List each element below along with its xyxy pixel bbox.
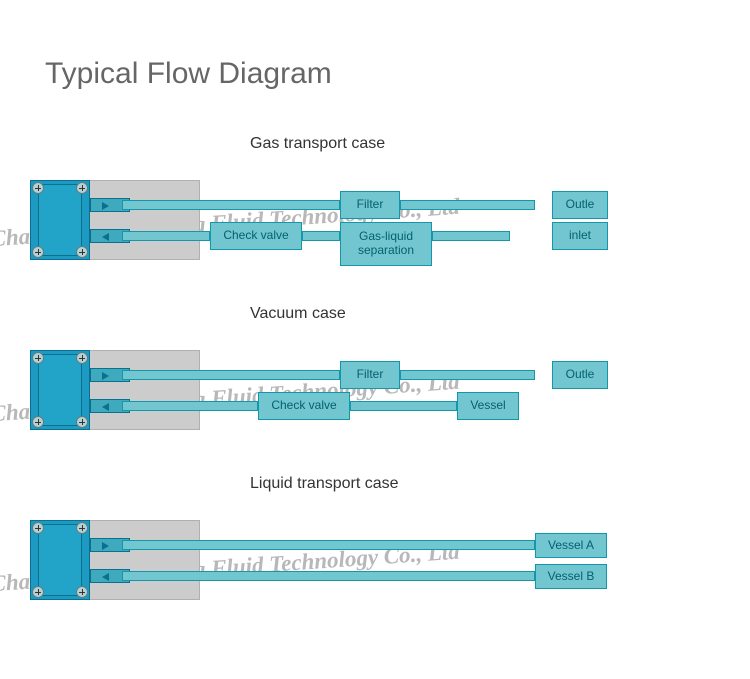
flow-arrow-icon bbox=[102, 542, 109, 550]
flow-box: Outle bbox=[552, 361, 608, 389]
pipe bbox=[122, 231, 210, 241]
screw-icon bbox=[76, 522, 88, 534]
screw-icon bbox=[32, 522, 44, 534]
pump-head-inner bbox=[38, 524, 82, 596]
case-subtitle: Gas transport case bbox=[250, 135, 385, 153]
screw-icon bbox=[76, 246, 88, 258]
screw-icon bbox=[32, 246, 44, 258]
pump-head-inner bbox=[38, 184, 82, 256]
pipe bbox=[122, 401, 258, 411]
flow-box: Check valve bbox=[210, 222, 302, 250]
flow-box: Check valve bbox=[258, 392, 350, 420]
flow-box: Vessel bbox=[457, 392, 519, 420]
flow-arrow-icon bbox=[102, 233, 109, 241]
pipe bbox=[302, 231, 340, 241]
flow-arrow-icon bbox=[102, 202, 109, 210]
pipe bbox=[400, 370, 535, 380]
flow-arrow-icon bbox=[102, 403, 109, 411]
flow-box-label: Outle bbox=[566, 198, 595, 212]
screw-icon bbox=[76, 416, 88, 428]
pump-head-inner bbox=[38, 354, 82, 426]
flow-box-label: Check valve bbox=[271, 399, 336, 413]
pump-body bbox=[80, 520, 200, 600]
flow-box: Filter bbox=[340, 361, 400, 389]
pump-body bbox=[80, 180, 200, 260]
flow-box: Outle bbox=[552, 191, 608, 219]
subtitle-text: Liquid transport case bbox=[250, 475, 399, 492]
subtitle-text: Vacuum case bbox=[250, 305, 346, 322]
title-text: Typical Flow Diagram bbox=[45, 57, 332, 90]
screw-icon bbox=[32, 182, 44, 194]
case-subtitle: Vacuum case bbox=[250, 305, 346, 323]
page-title: Typical Flow Diagram bbox=[45, 57, 332, 91]
flow-arrow-icon bbox=[102, 372, 109, 380]
screw-icon bbox=[32, 352, 44, 364]
pipe bbox=[122, 370, 340, 380]
flow-box-label: Check valve bbox=[223, 229, 288, 243]
flow-box-label: Outle bbox=[566, 368, 595, 382]
flow-box: Vessel A bbox=[535, 533, 607, 558]
screw-icon bbox=[32, 416, 44, 428]
pipe bbox=[122, 200, 340, 210]
pump-body bbox=[80, 350, 200, 430]
case-subtitle: Liquid transport case bbox=[250, 475, 399, 493]
flow-box-label: Filter bbox=[357, 368, 384, 382]
subtitle-text: Gas transport case bbox=[250, 135, 385, 152]
flow-box-label: Vessel bbox=[470, 399, 505, 413]
screw-icon bbox=[76, 182, 88, 194]
screw-icon bbox=[76, 586, 88, 598]
pipe bbox=[400, 200, 535, 210]
flow-box: Gas-liquid separation bbox=[340, 222, 432, 266]
flow-box-label: inlet bbox=[569, 229, 591, 243]
flow-box-label: Gas-liquid separation bbox=[341, 230, 431, 258]
flow-box-label: Vessel A bbox=[548, 539, 594, 553]
pipe bbox=[122, 540, 535, 550]
flow-arrow-icon bbox=[102, 573, 109, 581]
pipe bbox=[122, 571, 535, 581]
flow-box: Filter bbox=[340, 191, 400, 219]
flow-box-label: Vessel B bbox=[548, 570, 595, 584]
pipe bbox=[432, 231, 510, 241]
screw-icon bbox=[32, 586, 44, 598]
flow-box: Vessel B bbox=[535, 564, 607, 589]
flow-box-label: Filter bbox=[357, 198, 384, 212]
flow-box: inlet bbox=[552, 222, 608, 250]
screw-icon bbox=[76, 352, 88, 364]
pipe bbox=[350, 401, 457, 411]
